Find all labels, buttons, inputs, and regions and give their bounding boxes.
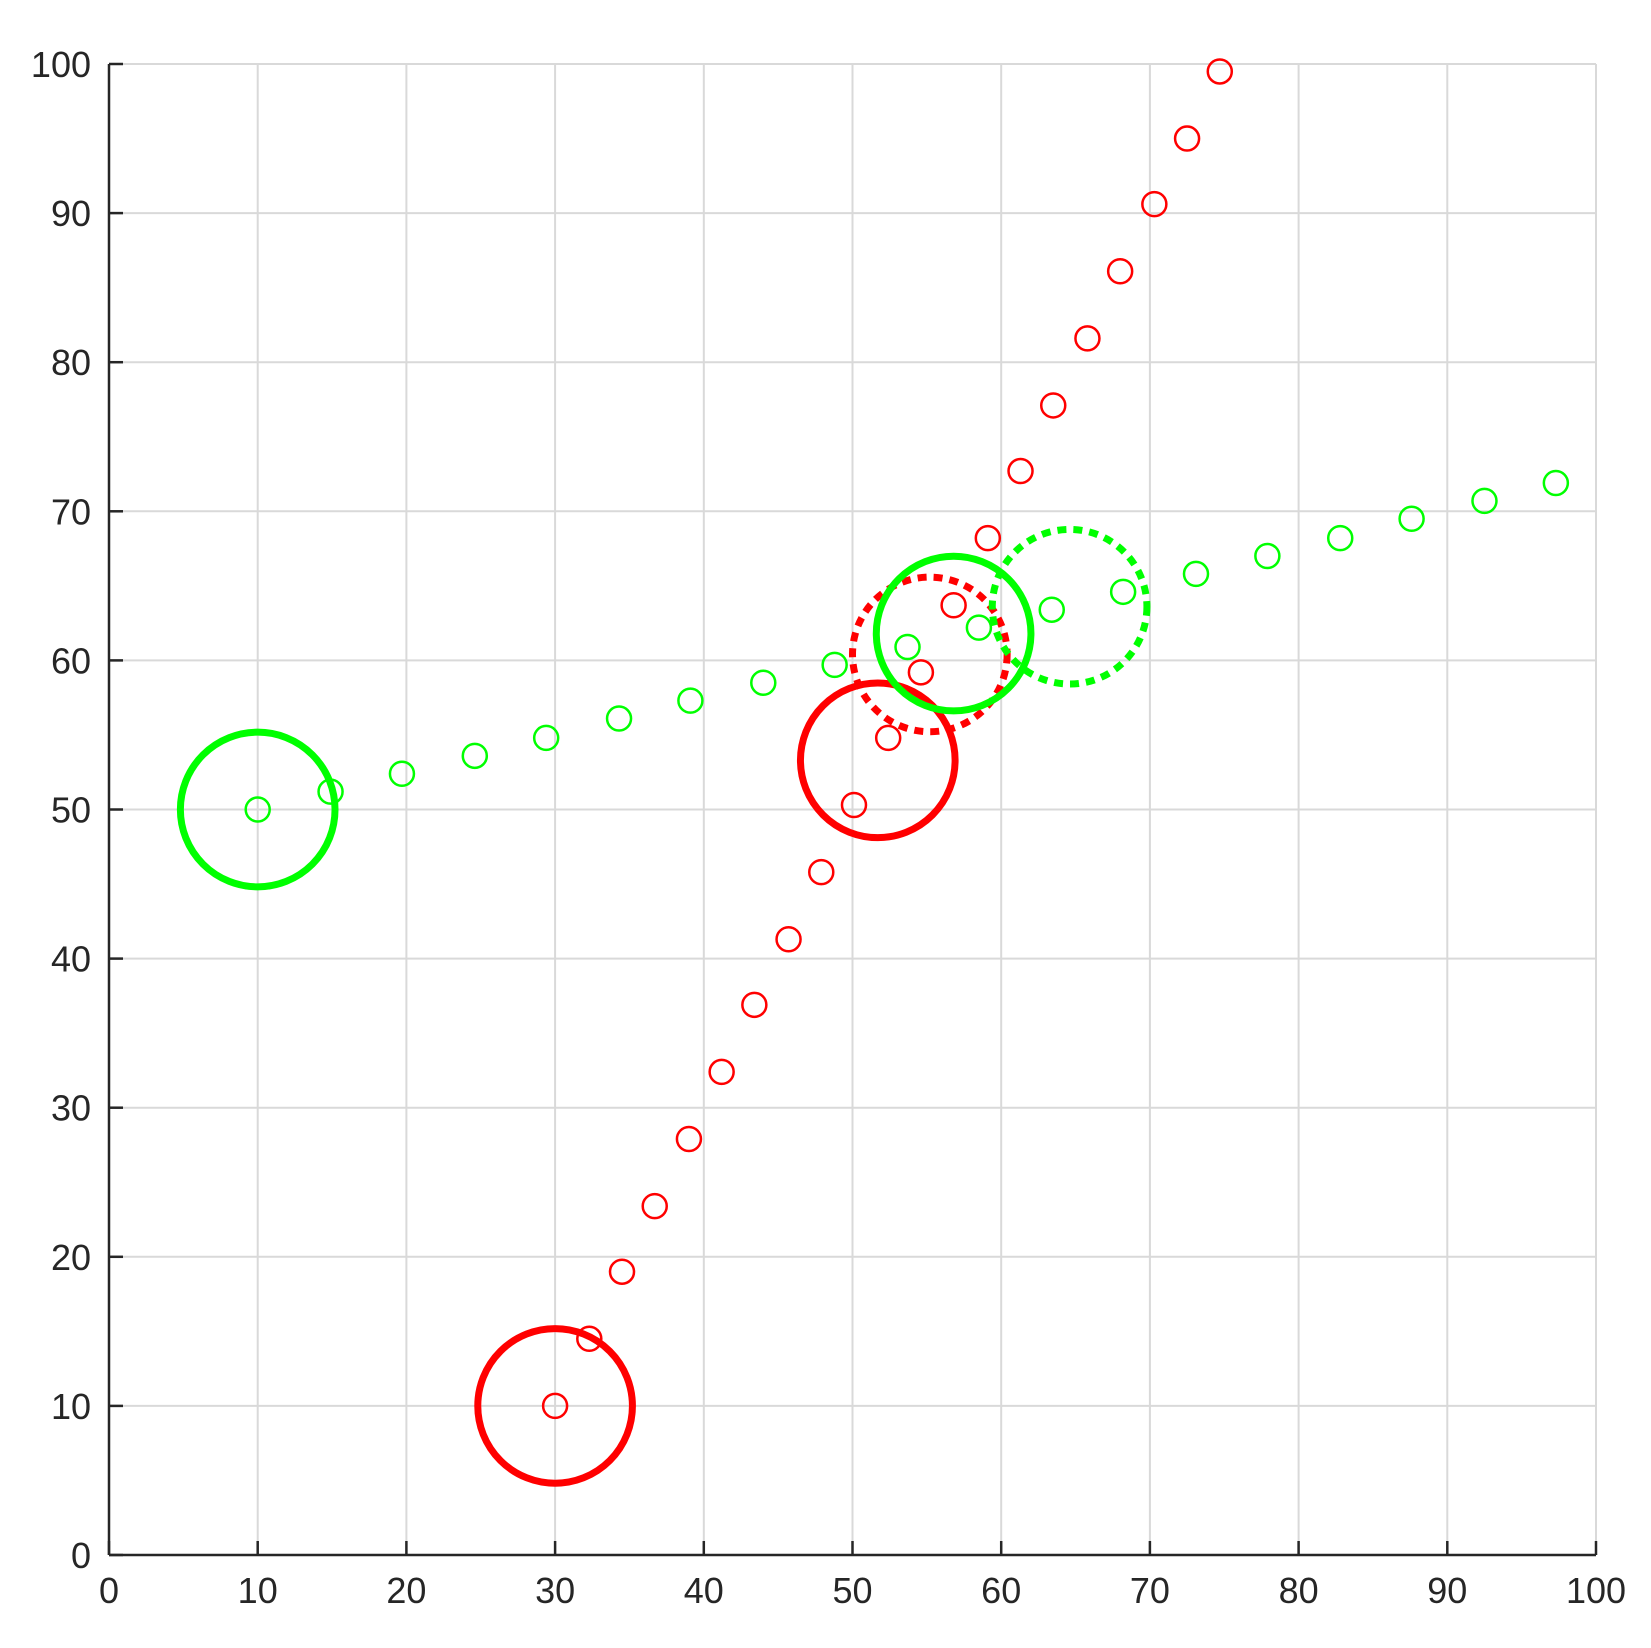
x-tick-label: 90	[1427, 1570, 1467, 1611]
y-tick-label: 0	[71, 1535, 91, 1576]
x-tick-label: 30	[535, 1570, 575, 1611]
x-tick-label: 10	[238, 1570, 278, 1611]
red-point-marker	[974, 524, 1002, 552]
green-point-marker	[1471, 487, 1498, 515]
x-tick-label: 0	[99, 1570, 119, 1611]
large-circles	[176, 525, 1151, 1487]
green-solid-large-circle	[176, 728, 339, 891]
green-point-marker	[1326, 524, 1354, 552]
y-tick-label: 90	[51, 193, 91, 234]
green-point-marker	[532, 724, 560, 752]
red-solid-large-circle	[474, 1325, 636, 1487]
green-point-marker	[1398, 505, 1425, 533]
red-point-marker	[708, 1058, 735, 1086]
x-tick-label: 50	[832, 1570, 872, 1611]
green-point-marker	[388, 760, 416, 787]
green-point-marker	[1038, 596, 1066, 623]
red-point-marker	[1206, 58, 1234, 85]
red-point-marker	[808, 858, 835, 886]
green-point-marker	[750, 669, 777, 697]
green-solid-large-circle	[872, 552, 1035, 715]
x-tick-label: 100	[1566, 1570, 1626, 1611]
tick-labels: 0 10 20 30 40 50 60 70 80 90 100 0 10 20 30 40 50 60 70 80 9…	[31, 44, 1626, 1611]
red-point-marker	[874, 724, 902, 752]
green-point-marker	[461, 742, 489, 770]
green-point-marker	[1254, 542, 1281, 570]
red-point-marker	[1039, 392, 1067, 419]
y-tick-label: 30	[51, 1088, 91, 1129]
x-tick-label: 80	[1279, 1570, 1319, 1611]
y-tick-label: 50	[51, 790, 91, 831]
green-point-marker	[965, 614, 993, 641]
red-point-marker	[940, 591, 967, 619]
green-point-marker	[1109, 578, 1137, 606]
red-point-marker	[907, 659, 935, 686]
green-point-marker	[605, 705, 633, 732]
red-point-marker	[775, 925, 802, 953]
y-tick-label: 60	[51, 640, 91, 681]
y-tick-label: 100	[31, 44, 91, 85]
y-tick-label: 80	[51, 342, 91, 383]
red-point-marker	[541, 1392, 569, 1420]
y-tick-label: 40	[51, 939, 91, 980]
red-solid-large-circle	[796, 679, 959, 842]
green-point-marker	[677, 687, 704, 714]
x-tick-label: 20	[386, 1570, 426, 1611]
green-dotted-large-circle	[988, 525, 1151, 688]
red-point-marker	[608, 1258, 636, 1285]
y-tick-label: 10	[51, 1386, 91, 1427]
red-point-marker	[741, 991, 768, 1019]
axes	[107, 62, 1598, 1557]
y-tick-label: 20	[51, 1237, 91, 1278]
green-point-marker	[1182, 560, 1210, 588]
red-point-marker	[1106, 257, 1134, 285]
green-point-marker	[1542, 469, 1570, 497]
red-point-marker	[576, 1325, 603, 1353]
green-point-marker	[244, 796, 271, 823]
red-point-marker	[1074, 325, 1101, 352]
red-point-marker	[1173, 125, 1201, 152]
red-point-marker	[1007, 457, 1034, 485]
y-tick-label: 70	[51, 491, 91, 532]
red-point-marker	[675, 1125, 703, 1153]
x-tick-label: 60	[981, 1570, 1021, 1611]
green-point-marker	[821, 651, 848, 679]
green-point-marker	[894, 633, 921, 661]
red-point-marker	[840, 791, 868, 819]
data-marks	[244, 58, 1570, 1420]
x-tick-label: 40	[684, 1570, 724, 1611]
red-point-marker	[1141, 190, 1168, 218]
red-point-marker	[641, 1192, 668, 1220]
x-tick-label: 70	[1130, 1570, 1170, 1611]
